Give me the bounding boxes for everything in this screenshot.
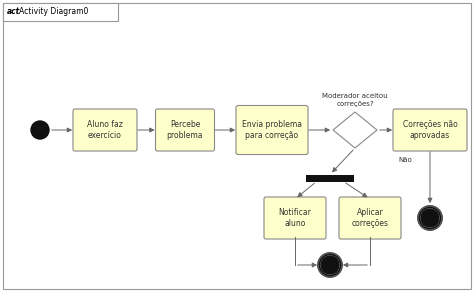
Text: Aluno faz
exercício: Aluno faz exercício <box>87 120 123 140</box>
Circle shape <box>318 253 342 277</box>
Text: Notificar
aluno: Notificar aluno <box>279 208 311 228</box>
FancyBboxPatch shape <box>73 109 137 151</box>
FancyBboxPatch shape <box>264 197 326 239</box>
Circle shape <box>421 209 439 227</box>
Text: Correções não
aprovadas: Correções não aprovadas <box>402 120 457 140</box>
FancyBboxPatch shape <box>339 197 401 239</box>
Text: Percebe
problema: Percebe problema <box>167 120 203 140</box>
Text: Moderador aceitou
correções?: Moderador aceitou correções? <box>322 93 388 107</box>
FancyBboxPatch shape <box>155 109 215 151</box>
FancyBboxPatch shape <box>236 105 308 154</box>
Polygon shape <box>333 112 377 148</box>
Circle shape <box>31 121 49 139</box>
Circle shape <box>321 256 339 274</box>
Text: Activity Diagram0: Activity Diagram0 <box>19 8 88 17</box>
Text: act: act <box>7 8 20 17</box>
Bar <box>306 175 354 182</box>
Text: Aplicar
correções: Aplicar correções <box>352 208 389 228</box>
Text: Não: Não <box>398 157 412 163</box>
Circle shape <box>418 206 442 230</box>
Circle shape <box>421 209 439 227</box>
Text: Envia problema
para correção: Envia problema para correção <box>242 120 302 140</box>
Circle shape <box>321 256 339 274</box>
FancyBboxPatch shape <box>3 3 118 21</box>
FancyBboxPatch shape <box>393 109 467 151</box>
